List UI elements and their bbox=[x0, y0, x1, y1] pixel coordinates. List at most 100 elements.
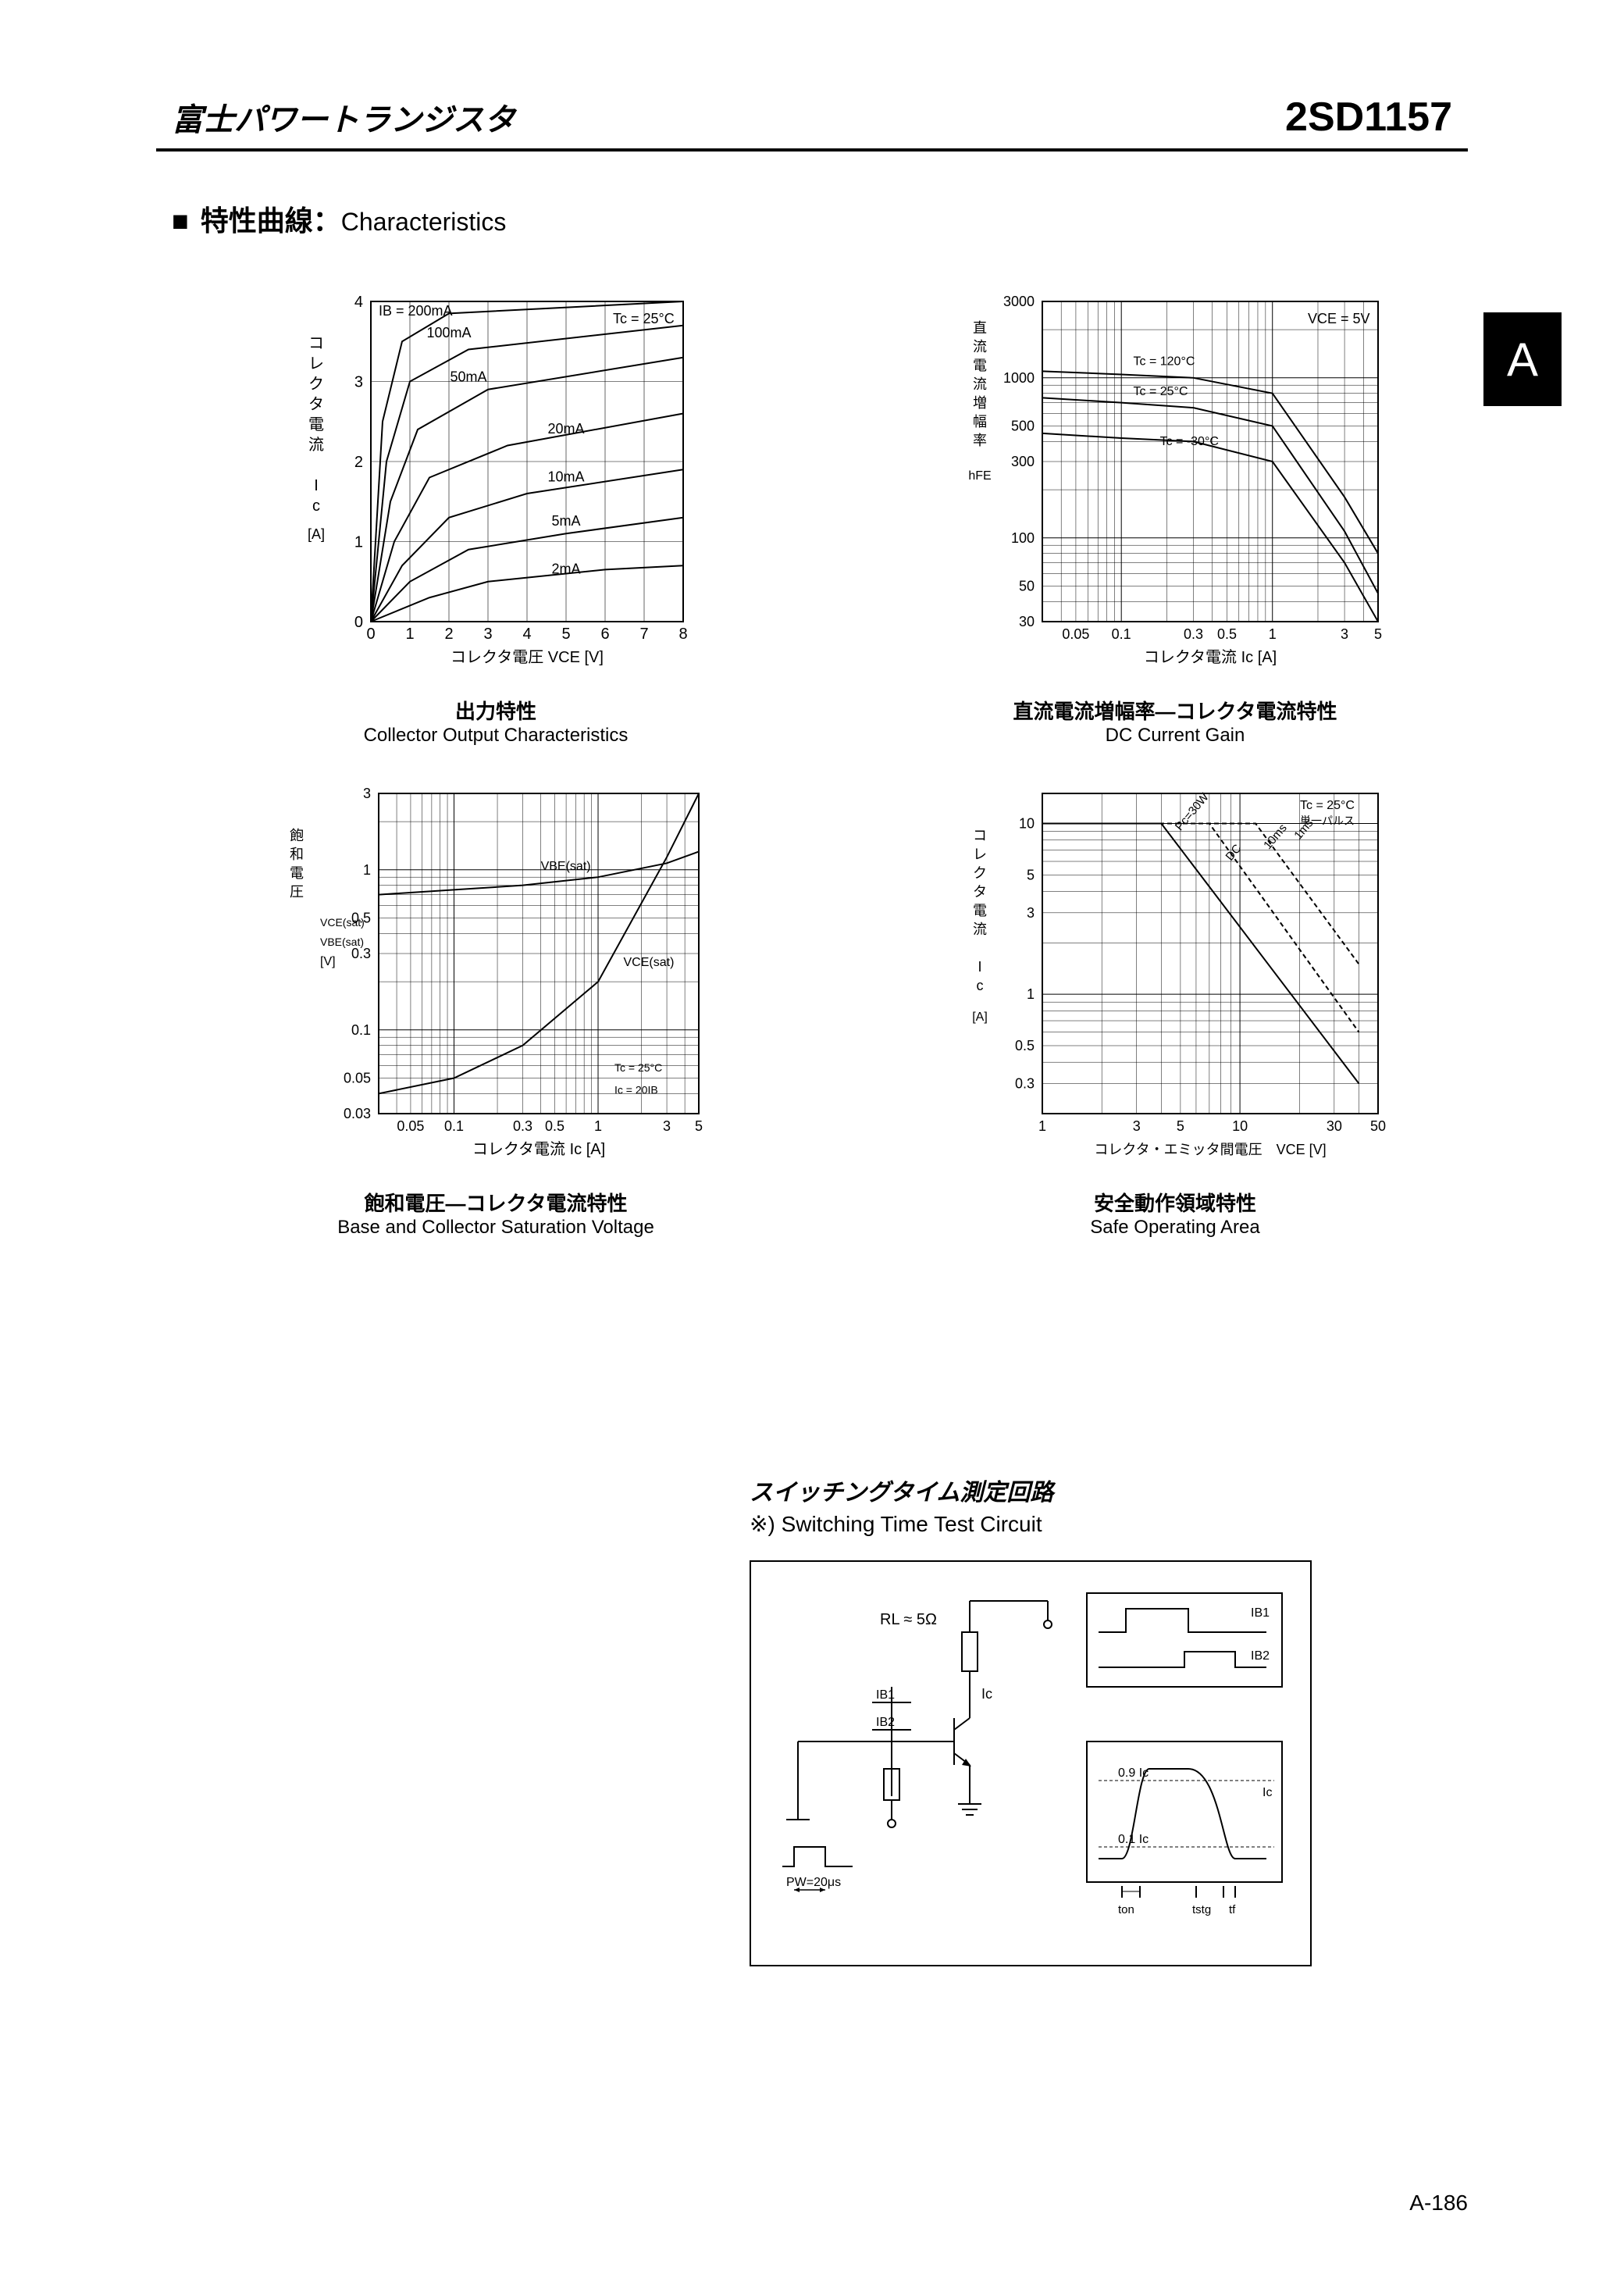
svg-text:電: 電 bbox=[973, 903, 987, 918]
charts-grid: 01234567801234100mA50mA20mA10mA5mA2mAIB … bbox=[203, 286, 1468, 1239]
svg-text:0: 0 bbox=[354, 614, 363, 631]
svg-text:2: 2 bbox=[444, 626, 453, 643]
svg-text:3: 3 bbox=[1027, 905, 1035, 921]
svg-text:VBE(sat): VBE(sat) bbox=[320, 936, 364, 948]
svg-text:4: 4 bbox=[522, 626, 531, 643]
svg-text:Ic: Ic bbox=[981, 1686, 992, 1702]
svg-text:3: 3 bbox=[354, 374, 363, 391]
chart-soa-caption: 安全動作領域特性 Safe Operating Area bbox=[1090, 1188, 1259, 1239]
svg-text:50mA: 50mA bbox=[450, 369, 486, 385]
svg-text:50: 50 bbox=[1019, 579, 1035, 594]
svg-text:hFE: hFE bbox=[968, 469, 991, 483]
svg-text:0: 0 bbox=[366, 626, 375, 643]
chart-dcgain-caption: 直流電流増幅率―コレクタ電流特性 DC Current Gain bbox=[1013, 696, 1337, 747]
svg-text:5: 5 bbox=[1374, 626, 1382, 642]
chart-output-caption: 出力特性 Collector Output Characteristics bbox=[364, 696, 629, 747]
svg-text:飽: 飽 bbox=[290, 828, 304, 843]
svg-text:I: I bbox=[978, 959, 981, 975]
svg-text:10mA: 10mA bbox=[547, 469, 584, 485]
svg-text:3: 3 bbox=[1133, 1118, 1141, 1134]
chart-saturation: 0.050.10.30.51350.030.050.10.30.513VBE(s… bbox=[203, 778, 789, 1239]
svg-text:IB1: IB1 bbox=[1251, 1606, 1270, 1620]
svg-text:VCE(sat): VCE(sat) bbox=[320, 916, 365, 929]
svg-text:0.5: 0.5 bbox=[1015, 1038, 1035, 1053]
svg-text:300: 300 bbox=[1011, 454, 1035, 469]
svg-text:Pc=30W: Pc=30W bbox=[1173, 790, 1212, 833]
svg-text:5: 5 bbox=[1027, 867, 1035, 882]
svg-text:5: 5 bbox=[1177, 1118, 1184, 1134]
svg-text:単一パルス: 単一パルス bbox=[1300, 815, 1355, 827]
svg-text:5mA: 5mA bbox=[551, 513, 580, 529]
svg-text:圧: 圧 bbox=[290, 884, 304, 900]
svg-text:0.1 Ic: 0.1 Ic bbox=[1118, 1833, 1149, 1846]
svg-text:4: 4 bbox=[354, 294, 363, 311]
svg-text:Tc = 25°C: Tc = 25°C bbox=[1134, 385, 1188, 398]
section-heading-jp: 特性曲線： bbox=[201, 205, 341, 237]
svg-text:10: 10 bbox=[1232, 1118, 1248, 1134]
svg-text:3: 3 bbox=[483, 626, 492, 643]
svg-text:率: 率 bbox=[973, 433, 987, 448]
svg-text:コレクタ電圧 VCE [V]: コレクタ電圧 VCE [V] bbox=[451, 648, 604, 666]
svg-text:100mA: 100mA bbox=[426, 325, 471, 340]
svg-text:流: 流 bbox=[973, 339, 987, 355]
svg-text:30: 30 bbox=[1327, 1118, 1342, 1134]
svg-text:VBE(sat): VBE(sat) bbox=[541, 860, 591, 873]
svg-text:5: 5 bbox=[561, 626, 570, 643]
svg-text:0.3: 0.3 bbox=[351, 946, 371, 961]
svg-text:1: 1 bbox=[1027, 986, 1035, 1002]
svg-text:Tc = 25°C: Tc = 25°C bbox=[1300, 799, 1355, 812]
svg-text:1: 1 bbox=[1038, 1118, 1046, 1134]
svg-text:2mA: 2mA bbox=[551, 561, 580, 577]
part-number: 2SD1157 bbox=[1285, 94, 1452, 141]
circuit-diagram: RL ≈ 5ΩIcIB1IB2PW=20μsIB1IB20.9 Ic0.1 Ic… bbox=[750, 1560, 1312, 1966]
page-number: A-186 bbox=[1409, 2191, 1468, 2216]
svg-text:1: 1 bbox=[1269, 626, 1277, 642]
svg-text:100: 100 bbox=[1011, 530, 1035, 546]
svg-text:コ: コ bbox=[973, 828, 987, 843]
svg-text:50: 50 bbox=[1370, 1118, 1386, 1134]
chart-dcgain: 0.050.10.30.5135305010030050010003000Tc … bbox=[882, 286, 1468, 747]
svg-text:0.3: 0.3 bbox=[513, 1118, 532, 1134]
page-header: 富士パワートランジスタ 2SD1157 bbox=[156, 94, 1468, 152]
svg-text:2: 2 bbox=[354, 454, 363, 471]
svg-text:3: 3 bbox=[1341, 626, 1348, 642]
svg-text:Tc = -30°C: Tc = -30°C bbox=[1160, 435, 1219, 448]
svg-text:直: 直 bbox=[973, 320, 987, 336]
svg-text:7: 7 bbox=[639, 626, 648, 643]
svg-text:IB2: IB2 bbox=[876, 1716, 895, 1729]
svg-text:コレクタ電流 Ic [A]: コレクタ電流 Ic [A] bbox=[1144, 648, 1277, 666]
svg-text:8: 8 bbox=[678, 626, 687, 643]
svg-text:0.05: 0.05 bbox=[397, 1118, 424, 1134]
svg-text:IB = 200mA: IB = 200mA bbox=[379, 303, 453, 319]
svg-text:0.5: 0.5 bbox=[1217, 626, 1237, 642]
svg-text:PW=20μs: PW=20μs bbox=[786, 1876, 841, 1889]
svg-text:DC: DC bbox=[1223, 842, 1245, 864]
svg-text:コ: コ bbox=[308, 335, 324, 352]
svg-text:0.03: 0.03 bbox=[344, 1106, 371, 1121]
svg-text:1000: 1000 bbox=[1003, 370, 1035, 386]
svg-text:電: 電 bbox=[308, 416, 324, 433]
svg-text:電: 電 bbox=[973, 358, 987, 373]
header-title-jp: 富士パワートランジスタ bbox=[172, 94, 515, 140]
circuit-title-en: ※) Switching Time Test Circuit bbox=[750, 1511, 1468, 1537]
circuit-section: スイッチングタイム測定回路 ※) Switching Time Test Cir… bbox=[750, 1473, 1468, 1966]
svg-text:ク: ク bbox=[973, 865, 987, 881]
svg-text:幅: 幅 bbox=[973, 414, 987, 430]
svg-text:5: 5 bbox=[695, 1118, 703, 1134]
svg-text:流: 流 bbox=[973, 922, 987, 937]
svg-text:コレクタ電流 Ic [A]: コレクタ電流 Ic [A] bbox=[472, 1140, 605, 1158]
chart-soa-title-en: Safe Operating Area bbox=[1090, 1217, 1259, 1239]
svg-text:ク: ク bbox=[308, 375, 324, 393]
svg-text:ton: ton bbox=[1118, 1903, 1134, 1916]
svg-text:10: 10 bbox=[1019, 816, 1035, 832]
svg-text:レ: レ bbox=[973, 847, 987, 862]
chart-saturation-title-jp: 飽和電圧―コレクタ電流特性 bbox=[337, 1188, 654, 1217]
svg-text:Tc = 25°C: Tc = 25°C bbox=[614, 1061, 662, 1074]
svg-text:0.9 Ic: 0.9 Ic bbox=[1118, 1766, 1149, 1780]
svg-text:タ: タ bbox=[973, 884, 987, 900]
svg-text:流: 流 bbox=[973, 376, 987, 392]
svg-text:コレクタ・エミッタ間電圧 VCE [V]: コレクタ・エミッタ間電圧 VCE [V] bbox=[1094, 1142, 1326, 1157]
svg-text:Tc = 120°C: Tc = 120°C bbox=[1134, 355, 1195, 369]
svg-text:0.5: 0.5 bbox=[545, 1118, 564, 1134]
svg-text:流: 流 bbox=[308, 436, 324, 454]
